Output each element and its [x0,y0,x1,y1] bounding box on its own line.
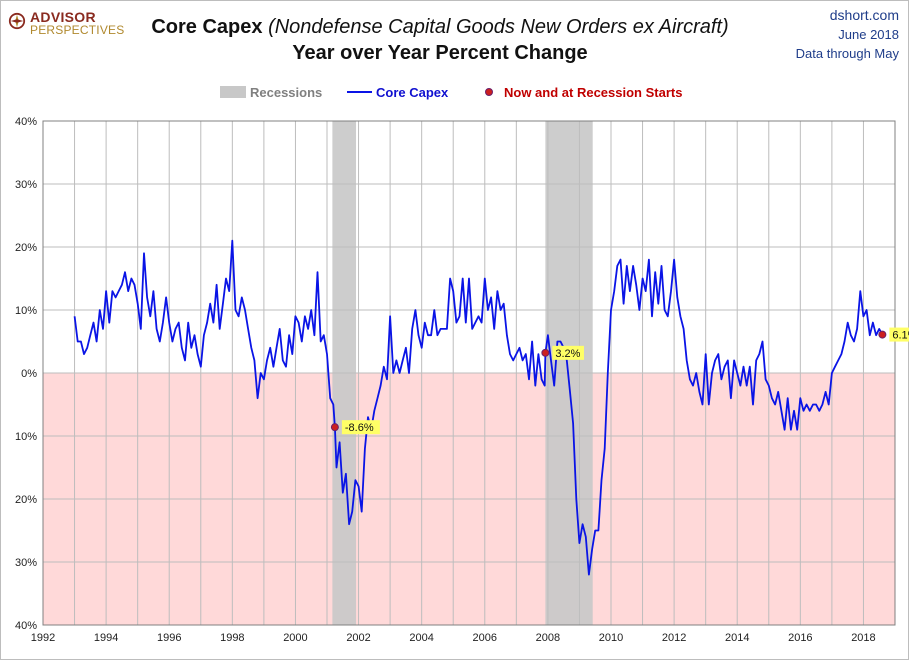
source-site: dshort.com [829,7,899,23]
x-tick-label: 1996 [157,632,181,644]
annotation-marker [541,348,550,357]
x-tick-label: 2012 [662,632,686,644]
annotation-label-bg [552,345,584,360]
x-tick-label: 2000 [283,632,307,644]
y-tick-label: 30% [15,179,37,191]
annotation-marker [330,423,339,432]
legend-marker-swatch [485,88,493,96]
x-tick-label: 2008 [536,632,560,644]
y-tick-label: 40% [15,620,37,632]
annotation-label: -8.6% [345,422,374,434]
y-tick-label: 30% [15,557,37,569]
x-tick-label: 2002 [346,632,370,644]
legend-recession-swatch [220,86,246,98]
annotation-marker [878,330,887,339]
annotation-label: 3.2% [555,348,580,360]
chart-title-main: Core Capex [151,16,263,38]
legend-line-label: Core Capex [376,85,449,100]
series-line-core-capex [73,239,884,576]
annotation-label-bg [889,327,909,342]
x-tick-label: 2016 [788,632,812,644]
x-tick-label: 2004 [409,632,433,644]
chart-subtitle: Year over Year Percent Change [292,42,588,64]
y-tick-label: 10% [15,305,37,317]
y-tick-label: 20% [15,494,37,506]
x-tick-label: 2006 [473,632,497,644]
source-date: June 2018 [838,27,899,42]
source-info: dshort.com June 2018 Data through May [796,6,899,63]
legend-marker-label: Now and at Recession Starts [504,85,682,100]
x-tick-label: 1992 [31,632,55,644]
annotation-label-bg [341,420,380,435]
plot-border [42,120,896,626]
y-tick-label: 20% [15,242,37,254]
y-tick-label: 0% [21,368,37,380]
advisor-perspectives-logo: ADVISOR PERSPECTIVES [8,8,138,44]
y-tick-label: 40% [15,116,37,128]
compass-icon [8,12,26,30]
x-tick-label: 2014 [725,632,749,644]
logo-text-bottom: PERSPECTIVES [30,23,125,37]
x-tick-label: 2018 [851,632,875,644]
x-tick-label: 1994 [94,632,118,644]
annotation-label: 6.1% [892,330,909,342]
x-tick-label: 1998 [220,632,244,644]
logo-text-top: ADVISOR [30,9,96,25]
chart-title: Core Capex (Nondefense Capital Goods New… [120,14,760,40]
y-tick-label: 10% [15,431,37,443]
x-tick-label: 2010 [599,632,623,644]
chart-title-detail: (Nondefense Capital Goods New Orders ex … [268,16,729,38]
source-data-through: Data through May [795,46,899,61]
legend-recession-label: Recessions [250,85,322,100]
